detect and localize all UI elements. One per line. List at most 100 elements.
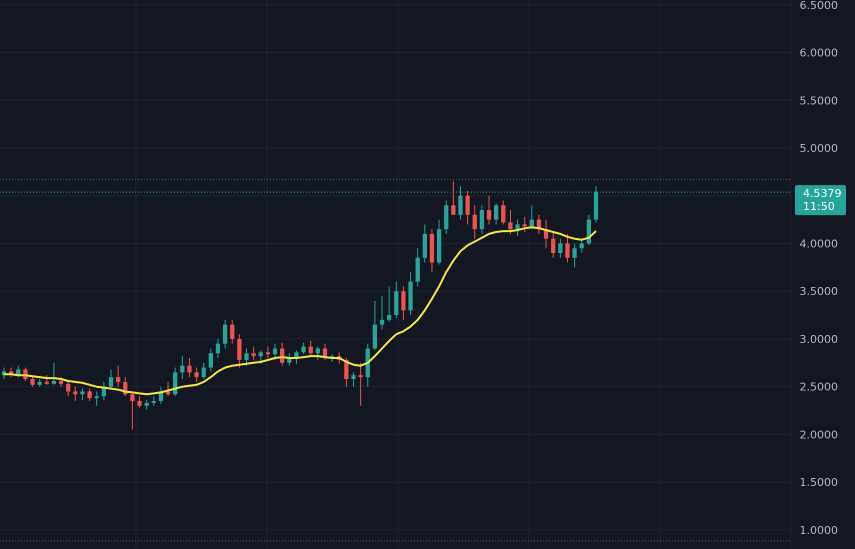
candle-body: [572, 248, 577, 258]
candle: [144, 400, 149, 410]
y-tick-label: 5.0000: [800, 142, 839, 155]
candle: [222, 319, 228, 349]
candle-body: [58, 380, 64, 384]
candle-body: [301, 346, 306, 353]
candle: [51, 362, 57, 385]
candle: [158, 386, 164, 404]
candle: [66, 380, 71, 397]
candle: [408, 272, 413, 316]
candle: [194, 367, 199, 382]
candle: [137, 396, 142, 408]
candle: [565, 233, 570, 263]
candle: [180, 356, 185, 380]
candle-body: [187, 365, 192, 373]
candle-body: [543, 229, 549, 239]
candle: [436, 219, 442, 265]
candle: [444, 200, 449, 234]
candle: [37, 379, 42, 387]
candle: [187, 358, 192, 378]
candle-body: [308, 346, 313, 354]
candle: [429, 229, 435, 273]
candle: [394, 281, 399, 318]
candle: [208, 348, 213, 372]
candle: [230, 319, 235, 344]
candle-body: [272, 348, 278, 355]
moving-average-layer: [4, 226, 597, 396]
candle: [351, 372, 356, 387]
candle: [558, 238, 563, 258]
candle: [458, 186, 463, 220]
candle: [465, 190, 470, 225]
candle-body: [422, 233, 427, 258]
candle-body: [237, 338, 242, 360]
candle: [287, 353, 292, 366]
last-price-badge-bg: [795, 185, 846, 216]
candle-body: [372, 324, 378, 349]
candle: [379, 295, 385, 330]
candle-body: [94, 396, 99, 399]
candle-body: [536, 219, 542, 230]
candle-body: [408, 281, 413, 311]
candle: [543, 219, 549, 249]
candle-body: [294, 352, 299, 359]
candle: [265, 346, 271, 359]
candle-body: [351, 375, 356, 380]
y-tick-label: 4.0000: [800, 237, 839, 250]
y-tick-label: 3.5000: [800, 285, 839, 298]
candle: [165, 381, 171, 397]
candle: [529, 205, 534, 230]
candle: [301, 342, 306, 355]
candle: [415, 248, 420, 287]
candle-body: [144, 402, 149, 406]
candle-body: [265, 352, 271, 355]
candle-body: [522, 224, 527, 227]
y-tick-label: 3.0000: [800, 333, 839, 346]
candle-body: [322, 348, 328, 359]
candle: [358, 362, 363, 406]
candle-body: [165, 391, 171, 395]
candle: [308, 340, 313, 357]
candle: [372, 300, 378, 351]
candle: [579, 238, 584, 254]
candle: [201, 362, 206, 380]
candle: [451, 181, 456, 215]
candle-body: [194, 372, 199, 378]
candle: [94, 391, 99, 406]
candle: [73, 386, 78, 402]
candle: [108, 369, 114, 389]
candle: [486, 195, 492, 225]
candle-body: [151, 401, 156, 403]
candle-body: [558, 243, 563, 254]
candle: [387, 286, 392, 322]
candle-body: [115, 377, 121, 382]
candle-body: [158, 391, 164, 402]
candle: [572, 243, 577, 268]
candle-body: [508, 222, 513, 230]
y-tick-label: 6.0000: [800, 47, 839, 60]
candle-body: [287, 358, 292, 363]
candle: [8, 367, 14, 378]
candle-body: [201, 367, 206, 378]
candle-body: [137, 401, 142, 406]
candle-body: [8, 371, 14, 375]
candle: [101, 381, 106, 401]
y-tick-label: 1.0000: [800, 524, 839, 537]
candle: [280, 342, 285, 366]
candle-body: [515, 224, 520, 230]
grid-lines: [0, 0, 792, 549]
candle-body: [501, 205, 506, 223]
candle-body: [458, 195, 463, 215]
candle-body: [436, 229, 442, 263]
y-tick-label: 2.5000: [800, 381, 839, 394]
candle: [515, 219, 520, 236]
candle: [586, 214, 592, 246]
candle-body: [401, 291, 406, 311]
price-axis[interactable]: 6.50006.00005.50005.00004.50004.00003.50…: [800, 0, 839, 537]
candle-body: [586, 219, 592, 244]
candle-body: [579, 243, 584, 249]
candle: [80, 388, 85, 401]
candle-body: [258, 352, 263, 357]
candle-body: [315, 348, 320, 354]
